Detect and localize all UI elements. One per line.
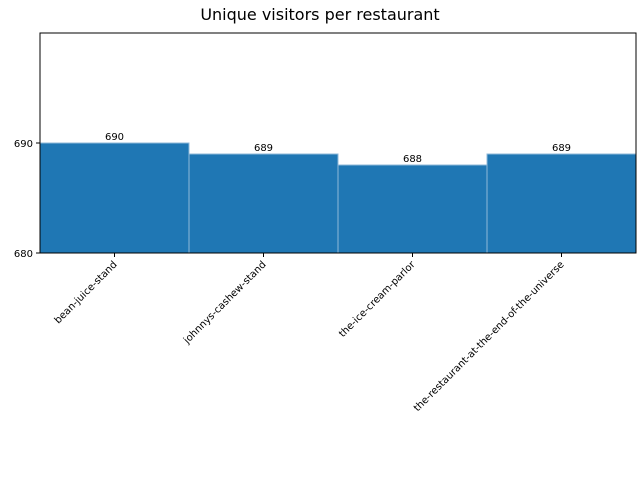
- chart-title: Unique visitors per restaurant: [200, 5, 439, 24]
- bar-the-ice-cream-parlor: [337, 164, 488, 254]
- bars: [39, 142, 637, 254]
- x-tick-label-the-restaurant-at-the-end-of-the-universe: the-restaurant-at-the-end-of-the-univers…: [412, 259, 567, 414]
- y-tick-label: 680: [14, 249, 33, 260]
- y-tick-label: 690: [14, 139, 33, 150]
- data-label-the-ice-cream-parlor: 688: [403, 154, 422, 165]
- bar-johnnys-cashew-stand: [188, 153, 339, 254]
- x-tick-label-the-ice-cream-parlor: the-ice-cream-parlor: [337, 259, 418, 340]
- x-axis: bean-juice-stand johnnys-cashew-stand the-…: [53, 253, 567, 414]
- x-tick-label-johnnys-cashew-stand: johnnys-cashew-stand: [181, 259, 268, 346]
- data-label-the-restaurant-at-the-end-of-the-universe: 689: [552, 143, 571, 154]
- bar-the-restaurant-at-the-end-of-the-universe: [486, 153, 637, 254]
- x-tick-label-bean-juice-stand: bean-juice-stand: [53, 259, 120, 326]
- y-axis: 680 690: [14, 139, 40, 260]
- data-label-johnnys-cashew-stand: 689: [254, 143, 273, 154]
- data-labels: 690 689 688 689: [105, 132, 571, 165]
- data-label-bean-juice-stand: 690: [105, 132, 124, 143]
- bar-bean-juice-stand: [39, 142, 190, 254]
